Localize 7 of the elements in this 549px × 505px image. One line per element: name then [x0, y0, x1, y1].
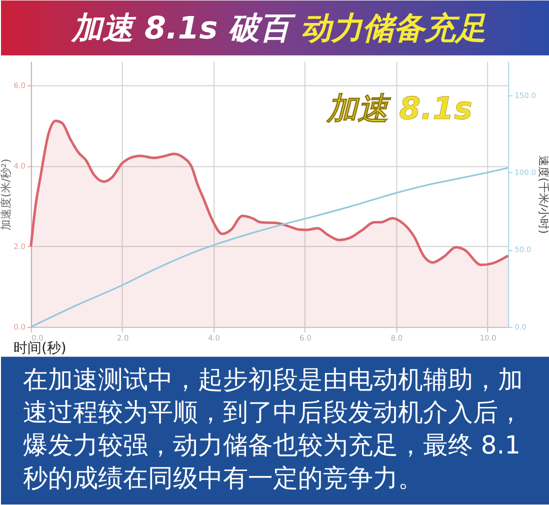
annotation: 加速 8.1s — [325, 91, 472, 128]
chart-subtitle: 动力储备充足 — [300, 10, 486, 46]
chart-title: 加速 8.1s 破百 — [70, 10, 296, 46]
y2-axis-title: 速度(千米/小时) — [536, 155, 549, 234]
text: 在加速测试中，起步初段是由电动机辅助，加速过程较为平顺，到了中后段发动机介入后，爆发力较强，动力储备也较为充足，最终 8.1秒的成绩在同级中有一定的竞争力。 — [22, 364, 523, 493]
y-axis-title: 加速度(米/秒²) — [0, 158, 13, 230]
x-axis-title: 时间(秒) — [13, 340, 66, 356]
